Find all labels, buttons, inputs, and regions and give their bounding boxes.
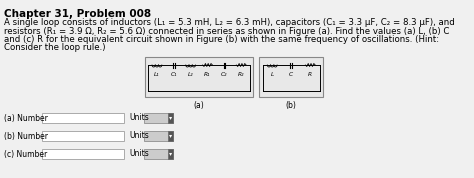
Bar [145, 57, 253, 97]
Text: ▾: ▾ [169, 116, 172, 121]
Text: (b): (b) [286, 101, 297, 110]
Text: L₂: L₂ [188, 72, 193, 77]
Text: C₁: C₁ [171, 72, 177, 77]
Text: R₁: R₁ [204, 72, 211, 77]
Text: R: R [308, 72, 312, 77]
Text: Units: Units [129, 132, 149, 140]
Text: (c) Number: (c) Number [4, 150, 47, 158]
Bar [43, 149, 124, 159]
Text: C: C [289, 72, 293, 77]
Text: Units: Units [129, 114, 149, 122]
Text: (a): (a) [194, 101, 204, 110]
Bar [145, 131, 173, 141]
Bar [145, 149, 173, 159]
Text: Chapter 31, Problem 008: Chapter 31, Problem 008 [4, 9, 151, 19]
Text: (a) Number: (a) Number [4, 114, 48, 122]
Text: and (c) R for the equivalent circuit shown in Figure (b) with the same frequency: and (c) R for the equivalent circuit sho… [4, 35, 439, 44]
Bar [168, 113, 173, 123]
Text: (b) Number: (b) Number [4, 132, 48, 140]
Text: ▾: ▾ [169, 134, 172, 138]
Bar [168, 149, 173, 159]
Text: Consider the loop rule.): Consider the loop rule.) [4, 43, 106, 53]
Text: Units: Units [129, 150, 149, 158]
Text: R₂: R₂ [238, 72, 245, 77]
Text: C₂: C₂ [221, 72, 228, 77]
Bar [168, 131, 173, 141]
Text: resistors (R₁ = 3.9 Ω, R₂ = 5.6 Ω) connected in series as shown in Figure (a). F: resistors (R₁ = 3.9 Ω, R₂ = 5.6 Ω) conne… [4, 27, 449, 35]
Text: L₁: L₁ [154, 72, 160, 77]
Text: A single loop consists of inductors (L₁ = 5.3 mH, L₂ = 6.3 mH), capacitors (C₁ =: A single loop consists of inductors (L₁ … [4, 18, 455, 27]
Bar [259, 57, 323, 97]
Text: L: L [271, 72, 274, 77]
Text: ▾: ▾ [169, 151, 172, 156]
Bar [43, 131, 124, 141]
Bar [43, 113, 124, 123]
Bar [145, 113, 173, 123]
